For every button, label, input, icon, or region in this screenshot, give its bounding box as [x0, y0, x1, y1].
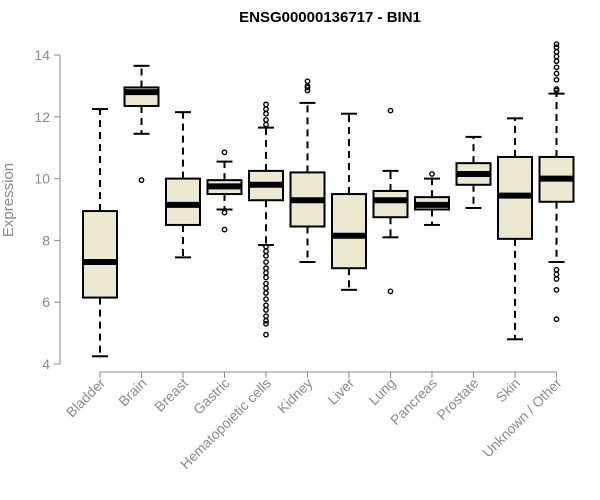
- box-liver: [331, 112, 367, 291]
- x-tick-label: Lung: [365, 375, 398, 408]
- outlier-point: [553, 41, 560, 48]
- axes: 4 6 8 10 12 14: [34, 47, 557, 373]
- box-gastric: [206, 149, 243, 233]
- outlier-point: [263, 116, 269, 123]
- outlier-point: [263, 269, 269, 276]
- outlier-point: [263, 110, 269, 117]
- iqr-box: [331, 193, 367, 270]
- outlier-point: [553, 64, 560, 71]
- box-skin: [497, 117, 533, 341]
- outlier-point: [387, 288, 394, 295]
- outlier-point: [553, 271, 560, 278]
- box-unknown-other: [538, 41, 575, 323]
- box-hematopoietic-cells: [248, 101, 284, 338]
- outlier-point: [221, 209, 228, 216]
- outlier-point: [553, 70, 560, 77]
- outlier-point: [263, 317, 269, 324]
- outlier-point: [553, 76, 560, 83]
- outlier-point: [263, 307, 269, 313]
- outlier-point: [304, 84, 311, 91]
- outlier-point: [304, 87, 311, 94]
- outlier-point: [553, 286, 560, 293]
- outlier-point: [553, 87, 560, 94]
- outlier-point: [429, 171, 435, 177]
- box-prostate: [455, 135, 492, 209]
- outlier-point: [263, 252, 269, 259]
- outlier-point: [263, 285, 269, 292]
- outlier-point: [553, 276, 560, 282]
- outlier-point: [263, 243, 269, 250]
- x-tick-label: Kidney: [274, 375, 316, 417]
- box-lung: [372, 107, 409, 295]
- x-tick-label: Bladder: [63, 375, 109, 421]
- box-breast: [165, 111, 201, 259]
- box-kidney: [289, 78, 326, 264]
- outlier-point: [263, 106, 269, 112]
- x-tick-label: Unknown / Other: [479, 375, 565, 461]
- y-tick-label: 6: [42, 294, 50, 310]
- y-tick-label: 8: [42, 232, 50, 248]
- outlier-point: [263, 302, 269, 309]
- outlier-point: [263, 248, 269, 255]
- outlier-point: [138, 177, 145, 184]
- outlier-point: [263, 320, 269, 327]
- y-tick-label: 10: [34, 171, 50, 187]
- y-tick-label: 12: [34, 109, 50, 125]
- outlier-point: [553, 44, 560, 51]
- box-bladder: [82, 108, 118, 358]
- y-tick-label: 4: [42, 356, 50, 372]
- outlier-point: [553, 316, 560, 323]
- outlier-point: [304, 78, 311, 85]
- outlier-point: [263, 259, 269, 265]
- outlier-point: [263, 265, 269, 272]
- x-tick-label: Liver: [324, 375, 357, 408]
- boxes-group: [82, 41, 575, 358]
- outlier-point: [263, 313, 269, 320]
- chart-title: ENSG00000136717 - BIN1: [239, 9, 421, 26]
- outlier-point: [263, 274, 269, 281]
- outlier-point: [263, 101, 269, 108]
- outlier-point: [553, 49, 560, 55]
- x-tick-label: Prostate: [433, 375, 481, 423]
- box-brain: [123, 64, 160, 184]
- iqr-box: [372, 189, 409, 219]
- x-tick-label: Brain: [115, 375, 149, 409]
- outlier-point: [553, 266, 560, 273]
- outlier-point: [263, 280, 269, 287]
- outlier-point: [263, 290, 269, 296]
- outlier-point: [263, 121, 269, 128]
- outlier-point: [553, 53, 560, 60]
- box-pancreas: [414, 171, 450, 226]
- outlier-point: [221, 226, 228, 233]
- outlier-point: [263, 296, 269, 303]
- outlier-point: [553, 58, 560, 65]
- iqr-box: [165, 177, 201, 226]
- outlier-point: [263, 331, 269, 338]
- x-tick-label: Breast: [151, 375, 191, 415]
- iqr-box: [82, 210, 118, 299]
- outlier-point: [221, 149, 228, 156]
- y-axis-label: Expression: [0, 163, 17, 237]
- x-tick-label: Skin: [493, 375, 524, 406]
- outlier-point: [387, 107, 394, 114]
- y-tick-label: 14: [34, 47, 50, 63]
